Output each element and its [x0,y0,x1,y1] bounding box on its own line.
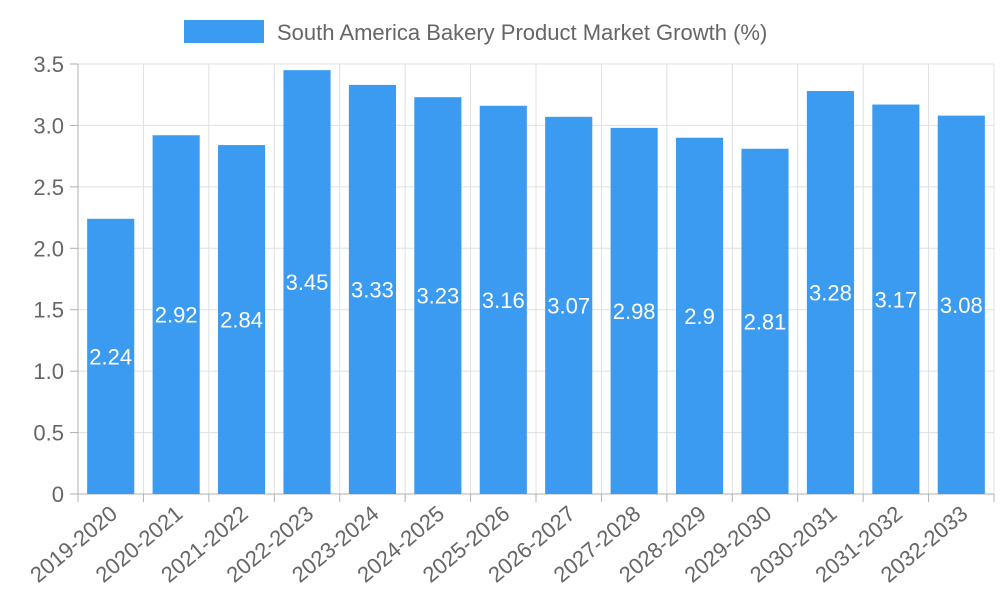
data-label: 3.07 [547,293,590,318]
bar [872,104,920,495]
y-tick-label: 3.0 [33,113,64,138]
bar [218,145,266,495]
gridlines [78,63,995,494]
y-tick-label: 2.0 [33,236,64,261]
y-tick-label: 0 [52,482,64,507]
y-tick-label: 1.0 [33,359,64,384]
bar [545,116,593,494]
data-label: 3.08 [940,293,983,318]
y-tick-label: 3.5 [33,52,64,77]
data-label: 2.98 [613,299,656,324]
bar [937,115,985,494]
y-tick-label: 2.5 [33,175,64,200]
data-label: 2.9 [684,304,715,329]
bar [676,137,724,494]
bar [610,127,658,494]
y-tick-label: 0.5 [33,421,64,446]
data-label: 3.17 [874,287,917,312]
legend: South America Bakery Product Market Grow… [184,20,767,45]
data-label: 3.23 [416,284,459,309]
bar [414,97,462,495]
y-axis-ticks: 0 0.5 1.0 1.5 2.0 2.5 3.0 3.5 [33,52,78,507]
bar [152,135,200,494]
data-label: 3.33 [351,277,394,302]
bar [348,84,396,494]
data-label: 2.84 [220,308,263,333]
bar [806,91,854,495]
legend-label: South America Bakery Product Market Grow… [277,20,767,45]
data-label: 3.16 [482,288,525,313]
bar [479,105,527,495]
bar [283,70,331,495]
bars [87,70,985,495]
x-axis-ticks: 2019-20202020-20212021-20222022-20232023… [25,494,995,587]
bar [87,218,135,495]
y-tick-label: 1.5 [33,298,64,323]
data-label: 3.28 [809,281,852,306]
data-label: 3.45 [286,270,329,295]
bar [741,148,789,494]
legend-swatch [184,20,264,43]
data-labels: 2.24 2.92 2.84 3.45 3.33 3.23 3.16 3.07 2.98 2.9 2… [89,270,982,369]
data-label: 2.81 [744,309,787,334]
data-label: 2.24 [89,344,132,369]
data-label: 2.92 [155,303,198,328]
